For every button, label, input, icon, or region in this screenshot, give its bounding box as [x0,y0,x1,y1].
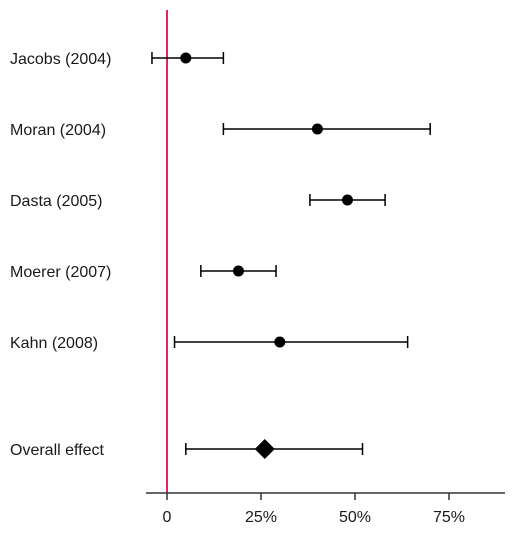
study-3-point [232,265,244,277]
study-label-2: Dasta (2005) [10,193,103,210]
study-label-0: Jacobs (2004) [10,51,111,68]
x-tick-label-1: 25% [245,509,277,526]
x-tick-label-3: 75% [433,509,465,526]
x-tick-label-0: 0 [163,509,172,526]
study-4-point [274,336,286,348]
study-2-point [341,194,353,206]
x-tick-label-2: 50% [339,509,371,526]
study-label-1: Moran (2004) [10,122,106,139]
study-row-3: Moerer (2007) [10,264,277,281]
x-axis: 0 25% 50% 75% [146,492,505,526]
study-0-point [180,52,192,64]
study-rows: Jacobs (2004) Moran (2004) Dasta (2005) Moe… [10,51,431,352]
study-row-4: Kahn (2008) [10,335,409,352]
study-row-0: Jacobs (2004) [10,51,225,68]
overall-label: Overall effect [10,442,105,459]
study-1-point [311,123,323,135]
study-label-3: Moerer (2007) [10,264,111,281]
overall-diamond [254,439,275,459]
study-row-2: Dasta (2005) [10,193,386,210]
study-label-4: Kahn (2008) [10,335,98,352]
overall-effect-row: Overall effect [10,439,364,459]
study-row-1: Moran (2004) [10,122,431,139]
